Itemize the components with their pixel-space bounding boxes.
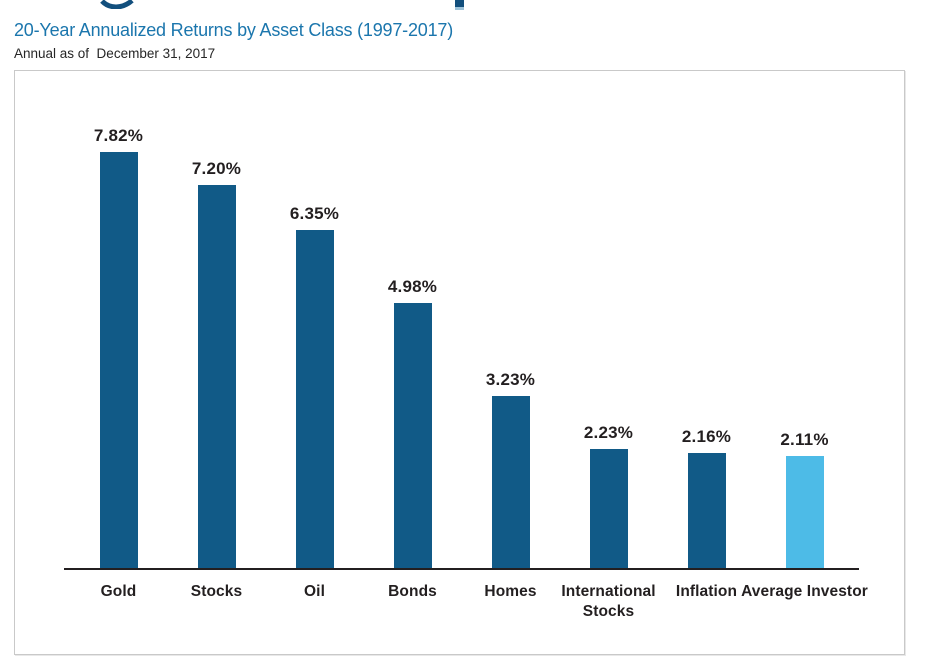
bar-average-investor [785,456,824,568]
bar-group-stocks: 7.20% [192,71,241,568]
category-label-stocks: Stocks [190,583,243,600]
category-label-homes: Homes [484,583,537,600]
chart-title: 20-Year Annualized Returns by Asset Clas… [14,20,454,40]
value-label-oil: 6.35% [289,204,340,223]
plot-area: Gold 7.82% Stocks 7.20% Oil 6.35% Bonds 4.98% Ho… [15,71,904,654]
bar-group-homes: 3.23% [486,71,535,568]
value-label-average-investor: 2.11% [780,430,829,449]
bar-stocks [197,185,236,568]
bar-group-gold: 7.82% [94,71,143,568]
bar-group-oil: 6.35% [290,71,339,568]
value-label-inflation: 2.16% [681,427,732,446]
category-label-inflation: Inflation [675,583,738,600]
bar-oil [295,230,334,568]
bar-international-stocks [589,449,628,568]
chart-frame: Gold 7.82% Stocks 7.20% Oil 6.35% Bonds 4.98% Ho… [14,70,905,655]
bar-inflation [687,453,726,568]
bar-bonds [393,303,432,568]
cropped-headline-glyph-descender-icon [100,0,134,9]
bar-group-bonds: 4.98% [388,71,437,568]
category-label-gold: Gold [100,583,137,600]
category-label-oil: Oil [304,583,325,600]
category-label-international-stocks: International Stocks [561,583,656,620]
value-label-stocks: 7.20% [191,159,242,178]
value-label-gold: 7.82% [93,126,144,145]
category-label-bonds: Bonds [388,583,437,600]
category-label-average-investor: Average Investor [741,583,868,600]
chart-dateline: Annual as of December 31, 2017 [14,46,216,61]
value-label-international-stocks: 2.23% [583,423,634,442]
value-label-bonds: 4.98% [387,277,438,296]
bar-group-average-investor: 2.11% [780,71,828,568]
bar-group-international-stocks: 2.23% [584,71,633,568]
bar-group-inflation: 2.16% [682,71,731,568]
bar-homes [491,396,530,568]
value-label-homes: 3.23% [485,370,536,389]
x-axis-line [64,568,859,570]
bar-gold [99,152,138,568]
cropped-headline-stem-icon [455,0,464,10]
